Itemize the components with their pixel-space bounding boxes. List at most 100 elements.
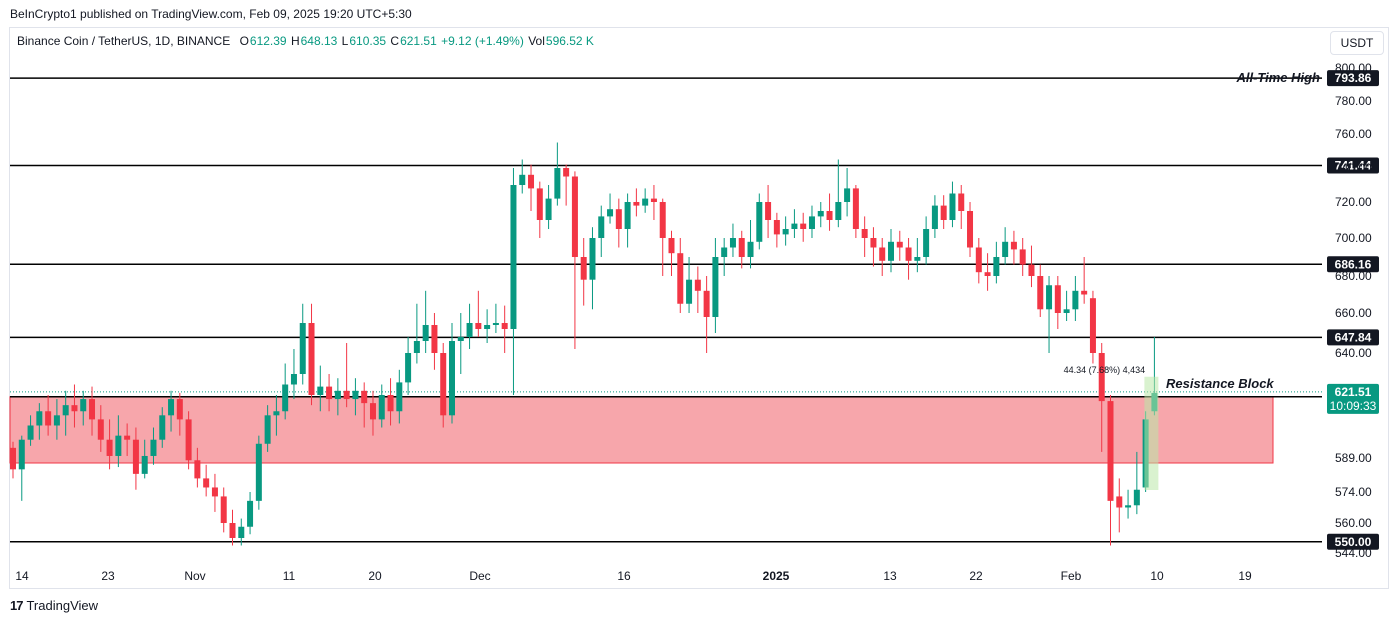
candle-body: [106, 439, 113, 456]
published-caption: BeInCrypto1 published on TradingView.com…: [10, 7, 412, 21]
price-tick-label: 660.00: [1335, 306, 1372, 320]
candle-body: [650, 198, 657, 202]
candle-body: [528, 174, 535, 189]
candle-body: [800, 223, 807, 229]
measure-label: 44.34 (7.68%) 4,434: [1064, 365, 1146, 375]
candle-body: [668, 238, 675, 254]
candle-body: [124, 435, 131, 440]
candle-body: [484, 325, 491, 329]
candle-body: [896, 241, 903, 248]
currency-button[interactable]: USDT: [1330, 31, 1384, 55]
candle-body: [1028, 264, 1035, 276]
level-annotation: All-Time High: [1235, 70, 1320, 85]
candle-body: [580, 257, 587, 280]
level-price-label: 647.84: [1335, 330, 1372, 344]
price-tick-label: 680.00: [1335, 269, 1372, 283]
candle-body: [607, 209, 614, 217]
candle-body: [677, 253, 684, 304]
price-tick-label: 720.00: [1335, 195, 1372, 209]
candle-body: [633, 202, 640, 206]
candle-body: [694, 279, 701, 291]
candle-body: [185, 419, 192, 461]
candle-body: [150, 439, 157, 456]
candle-body: [36, 411, 43, 426]
level-price-label: 793.86: [1335, 71, 1372, 85]
candle-body: [264, 415, 271, 444]
candle-body: [396, 382, 403, 412]
chart-frame: [9, 27, 1389, 589]
candle-body: [290, 374, 297, 385]
candle-body: [53, 415, 60, 426]
x-tick-label: 13: [883, 569, 897, 583]
level-badge: [1327, 533, 1379, 550]
candle-body: [844, 188, 851, 202]
candle-body: [826, 211, 833, 220]
candle-body: [1081, 290, 1088, 295]
candle-body: [1125, 505, 1132, 508]
candle-body: [27, 425, 34, 440]
candle-body: [308, 323, 315, 395]
candle-body: [282, 384, 289, 412]
tradingview-logo-icon: 17: [10, 598, 24, 613]
price-tick-label: 574.00: [1335, 485, 1372, 499]
candle-body: [1002, 241, 1009, 257]
close-value: 621.51: [400, 34, 437, 48]
tradingview-logo[interactable]: 17 TradingView: [10, 598, 98, 613]
candle-body: [273, 411, 280, 416]
candle-body: [141, 455, 148, 474]
x-tick-label: 20: [368, 569, 382, 583]
candle-body: [334, 390, 341, 400]
candle-body: [686, 279, 693, 304]
candle-body: [747, 241, 754, 257]
high-value: 648.13: [300, 34, 338, 48]
candle-body: [721, 247, 728, 257]
candle-body: [352, 390, 359, 400]
candle-body: [993, 257, 1000, 276]
candle-body: [45, 411, 52, 426]
candle-body: [62, 405, 69, 416]
candle-body: [1116, 496, 1123, 508]
candle-body: [343, 390, 350, 400]
price-tick-label: 640.00: [1335, 346, 1372, 360]
candle-body: [931, 205, 938, 229]
candle-body: [870, 238, 877, 248]
candle-body: [440, 353, 447, 416]
candle-body: [176, 399, 183, 420]
candle-body: [782, 229, 789, 235]
candle-body: [457, 337, 464, 341]
open-value: 612.39: [249, 34, 287, 48]
level-price-label: 550.00: [1335, 535, 1372, 549]
candle-body: [817, 211, 824, 217]
candle-body: [1054, 285, 1061, 313]
candle-body: [984, 272, 991, 276]
candle-body: [220, 496, 227, 523]
candle-body: [1072, 290, 1079, 310]
candle-body: [756, 202, 763, 242]
x-tick-label: 23: [101, 569, 115, 583]
x-tick-label: 19: [1238, 569, 1252, 583]
symbol-label[interactable]: Binance Coin / TetherUS, 1D, BINANCE: [17, 34, 231, 48]
candle-body: [1037, 276, 1044, 310]
candle-body: [387, 395, 394, 412]
candle-body: [492, 323, 499, 325]
candle-body: [317, 386, 324, 395]
x-tick-label: 22: [969, 569, 983, 583]
candle-body: [835, 202, 842, 220]
candle-body: [229, 523, 236, 538]
candle-body: [1107, 401, 1114, 501]
price-tick-label: 740.00: [1335, 161, 1372, 175]
candle-body: [422, 325, 429, 341]
candle-body: [211, 487, 218, 497]
candle-body: [238, 526, 245, 538]
candle-body: [115, 435, 122, 456]
candle-body: [89, 399, 96, 420]
countdown-label: 10:09:33: [1330, 399, 1377, 413]
candle-body: [466, 323, 473, 337]
level-badge: [1327, 256, 1379, 273]
price-tick-label: 700.00: [1335, 231, 1372, 245]
close-label: C: [390, 34, 400, 48]
candle-body: [1098, 353, 1105, 402]
candle-body: [1019, 249, 1026, 265]
candle-body: [923, 229, 930, 257]
